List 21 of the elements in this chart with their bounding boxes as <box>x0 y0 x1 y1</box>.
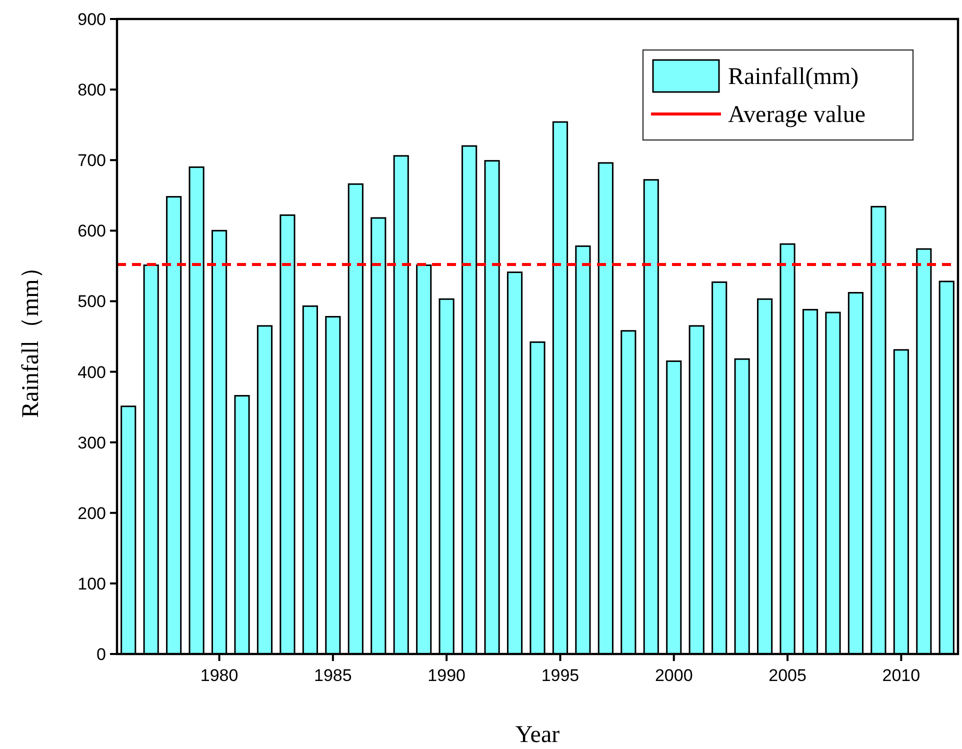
legend-label: Average value <box>728 102 866 128</box>
y-axis-title: Rainfall（mm） <box>18 255 44 418</box>
x-tick-label: 2000 <box>654 666 693 685</box>
y-tick-label: 500 <box>78 292 106 312</box>
y-tick-label: 200 <box>78 504 106 523</box>
y-tick-label: 100 <box>78 574 106 594</box>
x-axis-title: Year <box>515 722 560 748</box>
y-tick-label: 900 <box>78 10 106 29</box>
x-tick-label: 1995 <box>541 666 580 685</box>
y-tick-label: 600 <box>78 222 106 241</box>
y-tick-label: 0 <box>96 645 106 664</box>
x-tick-label: 1985 <box>314 666 352 685</box>
x-tick-label: 1980 <box>200 666 238 685</box>
x-tick-label: 2005 <box>768 666 806 685</box>
y-tick-label: 800 <box>78 80 106 100</box>
y-tick-label: 700 <box>78 151 106 170</box>
legend-label: Rainfall(mm) <box>728 64 859 90</box>
y-tick-label: 400 <box>78 362 106 382</box>
x-tick-label: 2010 <box>882 666 920 685</box>
y-tick-label: 300 <box>78 433 106 452</box>
x-tick-label: 1990 <box>428 666 466 685</box>
